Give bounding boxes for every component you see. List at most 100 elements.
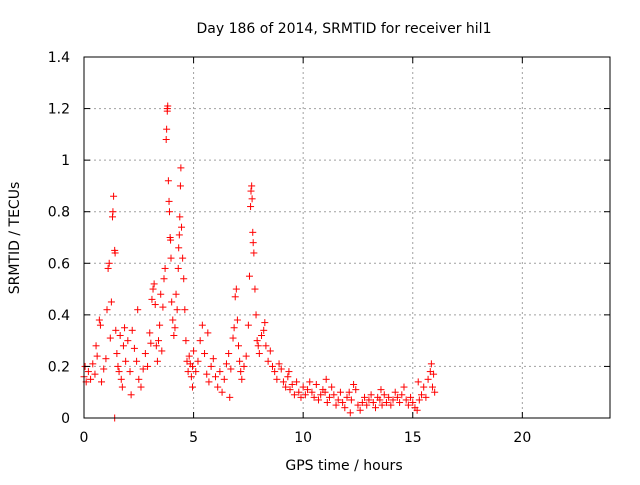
data-point	[356, 406, 364, 414]
data-point	[367, 391, 375, 399]
data-point	[354, 401, 362, 409]
data-point	[201, 350, 209, 358]
data-point	[196, 337, 204, 345]
data-point	[98, 378, 106, 386]
data-point	[180, 275, 188, 283]
data-point	[332, 401, 340, 409]
data-point	[261, 319, 269, 327]
data-point	[190, 347, 198, 355]
data-point	[147, 339, 155, 347]
data-point	[169, 316, 177, 324]
data-point	[273, 375, 281, 383]
data-point	[141, 350, 149, 358]
data-point	[157, 290, 165, 298]
data-point	[100, 365, 108, 373]
data-point	[93, 352, 101, 360]
data-point	[216, 368, 224, 376]
data-point	[165, 197, 173, 205]
data-point	[407, 393, 415, 401]
data-point	[275, 360, 283, 368]
data-point	[171, 324, 179, 332]
data-point	[268, 362, 276, 370]
data-point	[352, 386, 360, 394]
data-point	[146, 329, 154, 337]
data-point	[153, 357, 161, 365]
data-point	[117, 375, 125, 383]
data-point	[321, 388, 329, 396]
data-point	[304, 386, 312, 394]
data-point	[204, 329, 212, 337]
data-point	[115, 368, 123, 376]
data-point	[284, 373, 292, 381]
data-point	[400, 383, 408, 391]
data-point	[345, 388, 353, 396]
data-point	[188, 362, 196, 370]
data-point	[252, 311, 260, 319]
data-point	[227, 365, 235, 373]
data-point	[230, 324, 238, 332]
data-point	[396, 399, 404, 407]
x-tick-label: 5	[189, 430, 198, 446]
data-point	[341, 404, 349, 412]
data-point	[238, 375, 246, 383]
data-point	[106, 334, 114, 342]
data-point	[271, 368, 279, 376]
data-point	[218, 388, 226, 396]
data-point	[111, 249, 119, 257]
data-point	[198, 321, 206, 329]
data-point	[248, 195, 256, 203]
data-point	[137, 383, 145, 391]
data-point	[130, 344, 138, 352]
data-point	[205, 378, 213, 386]
data-point	[233, 316, 241, 324]
data-point	[174, 264, 182, 272]
data-point	[310, 393, 318, 401]
data-point	[248, 182, 256, 190]
data-point	[222, 360, 230, 368]
data-point	[282, 383, 290, 391]
data-point	[126, 368, 134, 376]
data-point	[103, 306, 111, 314]
data-point	[339, 399, 347, 407]
data-point	[92, 342, 100, 350]
data-point	[91, 370, 99, 378]
data-point	[250, 249, 258, 257]
data-point	[119, 342, 127, 350]
data-point	[414, 378, 422, 386]
data-point	[149, 285, 157, 293]
data-point	[242, 352, 250, 360]
data-point	[247, 187, 255, 195]
data-point	[249, 228, 257, 236]
data-point	[156, 321, 164, 329]
data-point	[361, 393, 369, 401]
data-point	[118, 383, 126, 391]
data-point	[255, 350, 263, 358]
data-point	[285, 368, 293, 376]
data-point	[260, 326, 268, 334]
data-point	[427, 360, 435, 368]
y-tick-label: 0.2	[48, 359, 70, 375]
data-point	[161, 264, 169, 272]
data-point	[371, 404, 379, 412]
y-tick-label: 0.8	[48, 205, 70, 221]
x-tick-label: 15	[404, 430, 422, 446]
data-point	[365, 396, 373, 404]
data-point	[413, 406, 421, 414]
data-point	[258, 331, 266, 339]
data-point	[152, 342, 160, 350]
data-point	[194, 357, 202, 365]
data-point	[297, 393, 305, 401]
data-point	[363, 401, 371, 409]
data-point	[240, 362, 248, 370]
data-point	[251, 285, 259, 293]
data-point	[308, 388, 316, 396]
data-point	[207, 362, 215, 370]
data-point	[220, 375, 228, 383]
data-point	[151, 301, 159, 309]
data-point	[312, 380, 320, 388]
data-point	[179, 254, 187, 262]
data-point	[105, 259, 113, 267]
data-point	[420, 383, 428, 391]
data-point	[317, 391, 325, 399]
data-point	[170, 331, 178, 339]
